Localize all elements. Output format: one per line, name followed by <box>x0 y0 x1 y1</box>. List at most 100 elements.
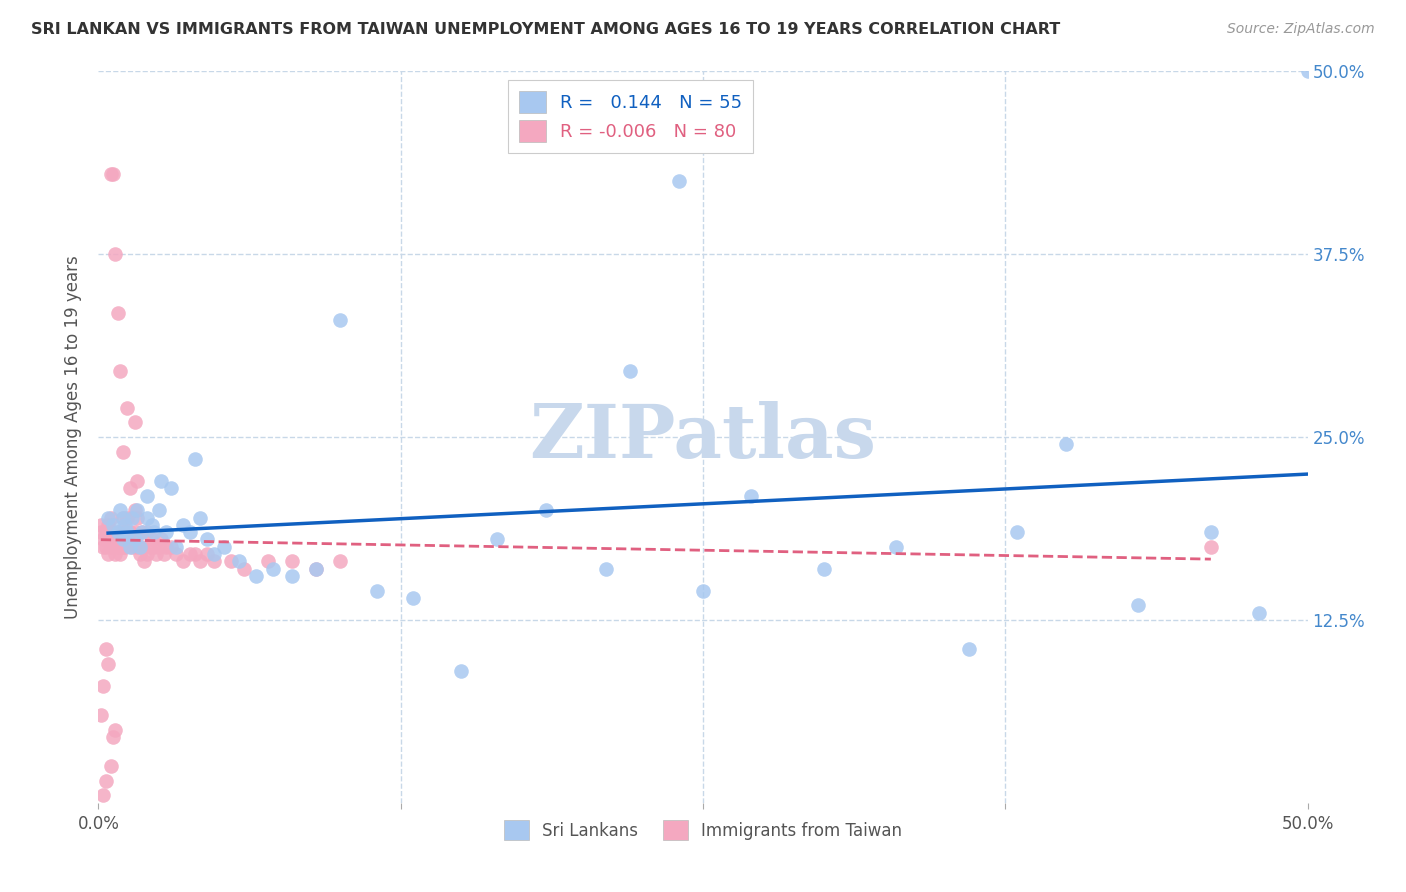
Point <box>329 313 352 327</box>
Point <box>450 664 472 678</box>
Point <box>100 167 122 181</box>
Point <box>101 517 124 532</box>
Point <box>91 533 114 547</box>
Point <box>256 554 278 568</box>
Point <box>195 533 218 547</box>
Point <box>160 481 183 495</box>
Point <box>101 167 124 181</box>
Point <box>204 547 226 561</box>
Point <box>114 525 136 540</box>
Point <box>160 540 183 554</box>
Point <box>135 525 157 540</box>
Point <box>94 642 117 657</box>
Point <box>101 525 124 540</box>
Point <box>155 525 177 540</box>
Point <box>204 554 226 568</box>
Point <box>108 503 131 517</box>
Point <box>108 364 131 378</box>
Point <box>134 554 156 568</box>
Point <box>305 562 328 576</box>
Point <box>595 562 617 576</box>
Point <box>486 533 509 547</box>
Point <box>127 540 149 554</box>
Point <box>108 547 131 561</box>
Point <box>619 364 641 378</box>
Point <box>1199 540 1222 554</box>
Point <box>127 503 149 517</box>
Point <box>184 547 207 561</box>
Point <box>117 525 139 540</box>
Point <box>813 562 835 576</box>
Point <box>262 562 284 576</box>
Point <box>155 540 177 554</box>
Point <box>128 540 150 554</box>
Point <box>104 533 127 547</box>
Point <box>135 510 157 524</box>
Point <box>114 517 136 532</box>
Point <box>117 401 139 415</box>
Point <box>121 540 143 554</box>
Text: ZIPatlas: ZIPatlas <box>530 401 876 474</box>
Point <box>108 525 131 540</box>
Point <box>117 533 139 547</box>
Point <box>184 452 207 467</box>
Point <box>121 510 143 524</box>
Point <box>124 416 146 430</box>
Point <box>366 583 388 598</box>
Y-axis label: Unemployment Among Ages 16 to 19 years: Unemployment Among Ages 16 to 19 years <box>65 255 83 619</box>
Point <box>104 723 127 737</box>
Point <box>118 525 141 540</box>
Point <box>740 489 762 503</box>
Point <box>127 510 149 524</box>
Point <box>150 533 173 547</box>
Point <box>172 554 194 568</box>
Point <box>152 547 174 561</box>
Point <box>111 540 134 554</box>
Point <box>127 474 149 488</box>
Point <box>107 306 129 320</box>
Point <box>179 547 201 561</box>
Point <box>91 789 114 803</box>
Point <box>97 657 120 671</box>
Point <box>100 759 122 773</box>
Point <box>91 540 114 554</box>
Point <box>117 510 139 524</box>
Point <box>179 525 201 540</box>
Point <box>114 540 136 554</box>
Point <box>94 525 117 540</box>
Point <box>100 533 122 547</box>
Point <box>97 547 120 561</box>
Point <box>165 547 187 561</box>
Point <box>1128 599 1150 613</box>
Point <box>94 540 117 554</box>
Point <box>305 562 328 576</box>
Point <box>111 533 134 547</box>
Point <box>135 489 157 503</box>
Point <box>402 591 425 605</box>
Point <box>90 517 112 532</box>
Point <box>281 554 304 568</box>
Point <box>150 474 173 488</box>
Point <box>91 679 114 693</box>
Point <box>111 510 134 524</box>
Point <box>668 174 690 188</box>
Point <box>100 510 122 524</box>
Text: SRI LANKAN VS IMMIGRANTS FROM TAIWAN UNEMPLOYMENT AMONG AGES 16 TO 19 YEARS CORR: SRI LANKAN VS IMMIGRANTS FROM TAIWAN UNE… <box>31 22 1060 37</box>
Point <box>212 540 235 554</box>
Point <box>172 517 194 532</box>
Point <box>101 730 124 744</box>
Point <box>957 642 980 657</box>
Point <box>165 540 187 554</box>
Point <box>141 533 163 547</box>
Point <box>148 503 170 517</box>
Point <box>107 540 129 554</box>
Point <box>135 547 157 561</box>
Point <box>1296 64 1319 78</box>
Point <box>128 547 150 561</box>
Point <box>148 540 170 554</box>
Point <box>101 540 124 554</box>
Point <box>131 540 153 554</box>
Point <box>195 547 218 561</box>
Point <box>111 510 134 524</box>
Point <box>100 540 122 554</box>
